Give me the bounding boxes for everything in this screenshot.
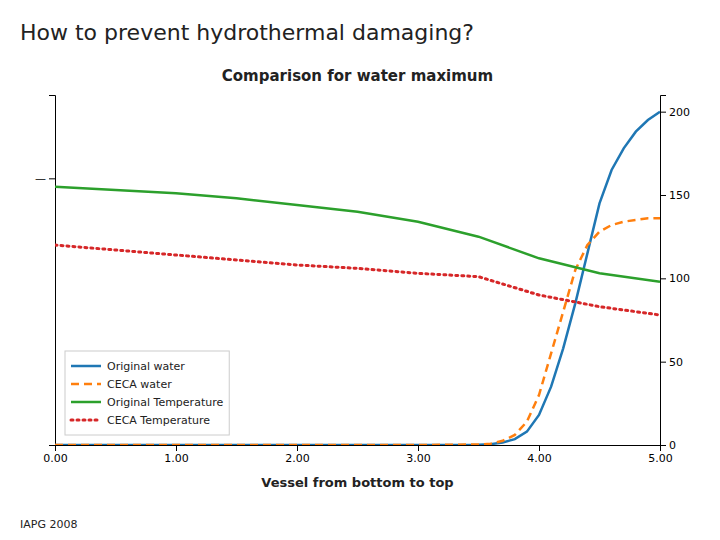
tick-label: 200: [669, 106, 690, 119]
legend-label: CECA Temperature: [107, 414, 210, 427]
tick-label: 100: [669, 272, 690, 285]
tick-label: 0.00: [43, 452, 68, 465]
tick-mark: [660, 195, 666, 196]
tick-mark: [49, 178, 55, 179]
series-line: [55, 245, 660, 315]
tick-label: 4.00: [527, 452, 552, 465]
axis-domain: [49, 96, 56, 446]
legend-item: Original water: [71, 360, 185, 373]
x-axis: 0.00 1.00 2.00 3.00 4.00 5.00: [43, 445, 673, 465]
y-axis: —: [35, 96, 56, 446]
tick: 4.00: [527, 445, 552, 465]
legend-label: Original water: [107, 360, 185, 373]
tick: 0.00: [43, 445, 68, 465]
tick-mark: [660, 112, 666, 113]
tick-label: —: [35, 172, 46, 185]
axis-domain: [56, 446, 661, 452]
legend-swatch: [71, 365, 101, 368]
subtitle: Comparison for water maximum: [222, 67, 493, 85]
legend-item: CECA water: [71, 378, 172, 391]
tick: 200: [660, 106, 690, 119]
tick-label: 50: [669, 356, 683, 369]
plot: Comparison for water maximum 0.00 1.00 2.00…: [35, 67, 690, 490]
tick-label: 3.00: [406, 452, 431, 465]
tick-mark: [660, 278, 666, 279]
y2-axis: 0 50 100 150 200: [660, 96, 690, 453]
tick-label: 150: [669, 189, 690, 202]
tick-mark: [418, 445, 419, 451]
tick-mark: [660, 362, 666, 363]
legend-label: CECA water: [107, 378, 172, 391]
legend: Original water CECA water Original Tempera…: [65, 351, 229, 435]
tick: —: [35, 172, 55, 185]
legend-swatch: [71, 419, 101, 422]
annotation: IAPG 2008: [20, 518, 77, 531]
tick: 3.00: [406, 445, 431, 465]
tick-mark: [176, 445, 177, 451]
axis-domain: [661, 96, 667, 446]
tick: 150: [660, 189, 690, 202]
tick: 2.00: [285, 445, 310, 465]
series-line: [55, 187, 660, 282]
tick-label: 0: [669, 439, 676, 452]
title: How to prevent hydrothermal damaging?: [20, 20, 474, 45]
legend-label: Original Temperature: [107, 396, 223, 409]
tick-label: 2.00: [285, 452, 310, 465]
tick-label: 5.00: [648, 452, 673, 465]
legend-swatch: [71, 383, 101, 386]
tick-mark: [660, 445, 666, 446]
legend-item: Original Temperature: [71, 396, 223, 409]
lines: [55, 112, 660, 445]
tick: 50: [660, 356, 683, 369]
tick: 1.00: [164, 445, 189, 465]
tick-mark: [297, 445, 298, 451]
legend-background: [65, 351, 229, 435]
tick-mark: [539, 445, 540, 451]
chart: How to prevent hydrothermal damaging? Com…: [0, 0, 720, 540]
legend-swatch: [71, 401, 101, 404]
tick: 0: [660, 439, 676, 452]
x-axis-title: Vessel from bottom to top: [261, 475, 453, 490]
series-line: [55, 112, 660, 445]
legend-item: CECA Temperature: [71, 414, 210, 427]
tick-label: 1.00: [164, 452, 189, 465]
tick: 100: [660, 272, 690, 285]
series-line: [55, 218, 660, 445]
